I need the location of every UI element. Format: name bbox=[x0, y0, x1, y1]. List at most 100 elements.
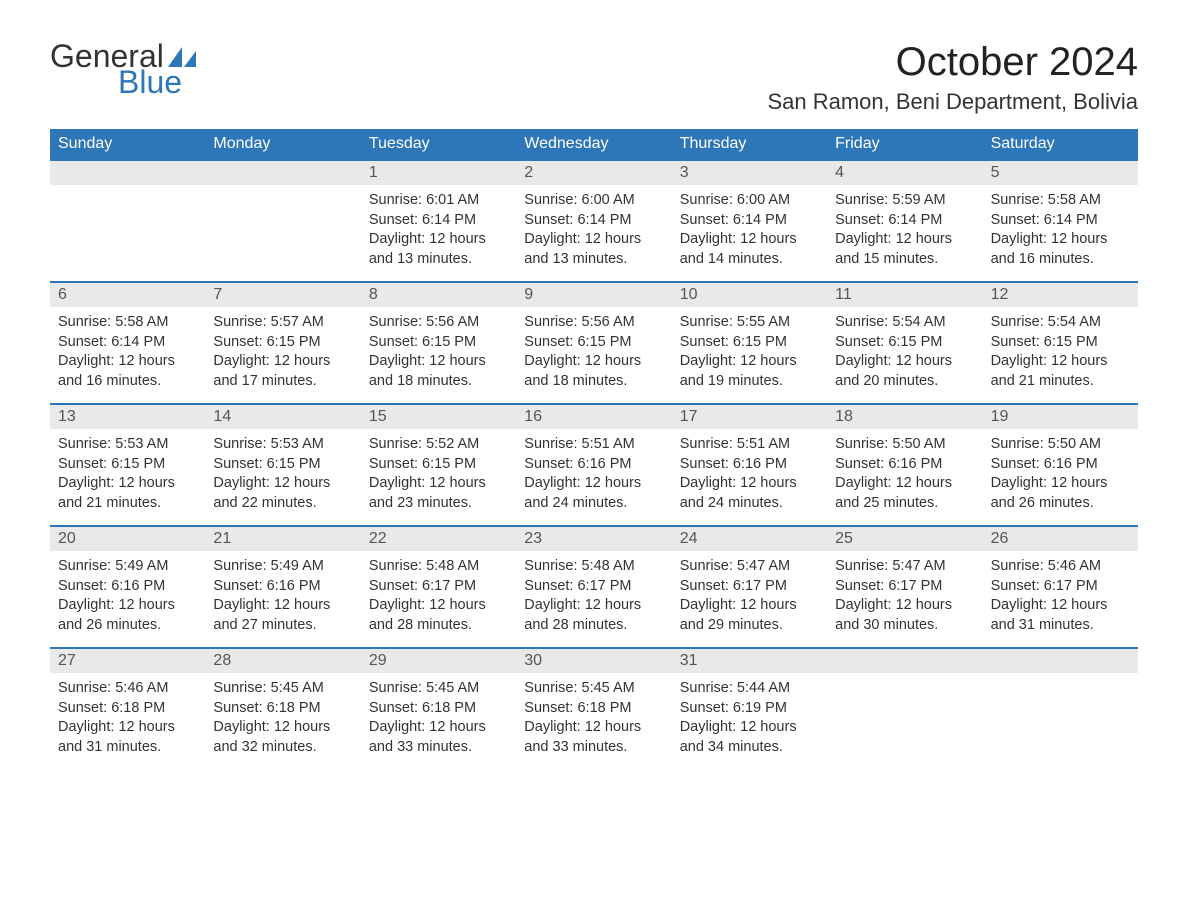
day-body: Sunrise: 5:50 AMSunset: 6:16 PMDaylight:… bbox=[983, 429, 1138, 523]
day-body: Sunrise: 5:49 AMSunset: 6:16 PMDaylight:… bbox=[205, 551, 360, 645]
calendar-week: 6Sunrise: 5:58 AMSunset: 6:14 PMDaylight… bbox=[50, 281, 1138, 403]
page-title: October 2024 bbox=[767, 40, 1138, 85]
sunrise-line: Sunrise: 5:44 AM bbox=[680, 679, 819, 699]
sunrise-line: Sunrise: 5:47 AM bbox=[680, 557, 819, 577]
sunset-line: Sunset: 6:16 PM bbox=[680, 455, 819, 475]
daylight-line: Daylight: 12 hours and 32 minutes. bbox=[213, 718, 352, 757]
sunrise-line: Sunrise: 5:53 AM bbox=[213, 435, 352, 455]
sunrise-line: Sunrise: 5:56 AM bbox=[369, 313, 508, 333]
day-cell: 20Sunrise: 5:49 AMSunset: 6:16 PMDayligh… bbox=[50, 527, 205, 647]
day-cell: 22Sunrise: 5:48 AMSunset: 6:17 PMDayligh… bbox=[361, 527, 516, 647]
daylight-line: Daylight: 12 hours and 28 minutes. bbox=[524, 596, 663, 635]
daylight-line: Daylight: 12 hours and 26 minutes. bbox=[58, 596, 197, 635]
sunrise-line: Sunrise: 5:58 AM bbox=[58, 313, 197, 333]
day-body: Sunrise: 5:54 AMSunset: 6:15 PMDaylight:… bbox=[983, 307, 1138, 401]
day-header: Thursday bbox=[672, 129, 827, 159]
day-number bbox=[50, 161, 205, 185]
day-body: Sunrise: 6:01 AMSunset: 6:14 PMDaylight:… bbox=[361, 185, 516, 279]
day-body: Sunrise: 6:00 AMSunset: 6:14 PMDaylight:… bbox=[516, 185, 671, 279]
daylight-line: Daylight: 12 hours and 28 minutes. bbox=[369, 596, 508, 635]
day-number: 30 bbox=[516, 649, 671, 673]
day-number: 14 bbox=[205, 405, 360, 429]
day-body: Sunrise: 5:58 AMSunset: 6:14 PMDaylight:… bbox=[50, 307, 205, 401]
daylight-line: Daylight: 12 hours and 13 minutes. bbox=[524, 230, 663, 269]
sunrise-line: Sunrise: 6:01 AM bbox=[369, 191, 508, 211]
daylight-line: Daylight: 12 hours and 13 minutes. bbox=[369, 230, 508, 269]
day-body: Sunrise: 5:56 AMSunset: 6:15 PMDaylight:… bbox=[361, 307, 516, 401]
sunrise-line: Sunrise: 5:57 AM bbox=[213, 313, 352, 333]
day-body: Sunrise: 5:45 AMSunset: 6:18 PMDaylight:… bbox=[361, 673, 516, 767]
day-body: Sunrise: 5:57 AMSunset: 6:15 PMDaylight:… bbox=[205, 307, 360, 401]
daylight-line: Daylight: 12 hours and 15 minutes. bbox=[835, 230, 974, 269]
daylight-line: Daylight: 12 hours and 18 minutes. bbox=[369, 352, 508, 391]
sunset-line: Sunset: 6:16 PM bbox=[213, 577, 352, 597]
sunrise-line: Sunrise: 5:48 AM bbox=[524, 557, 663, 577]
sunrise-line: Sunrise: 5:54 AM bbox=[991, 313, 1130, 333]
sunset-line: Sunset: 6:15 PM bbox=[213, 455, 352, 475]
sunrise-line: Sunrise: 5:45 AM bbox=[524, 679, 663, 699]
day-header: Wednesday bbox=[516, 129, 671, 159]
day-cell: 6Sunrise: 5:58 AMSunset: 6:14 PMDaylight… bbox=[50, 283, 205, 403]
day-number: 15 bbox=[361, 405, 516, 429]
sunset-line: Sunset: 6:18 PM bbox=[58, 699, 197, 719]
day-number: 12 bbox=[983, 283, 1138, 307]
day-cell: 27Sunrise: 5:46 AMSunset: 6:18 PMDayligh… bbox=[50, 649, 205, 769]
daylight-line: Daylight: 12 hours and 29 minutes. bbox=[680, 596, 819, 635]
day-cell: 19Sunrise: 5:50 AMSunset: 6:16 PMDayligh… bbox=[983, 405, 1138, 525]
sunrise-line: Sunrise: 5:46 AM bbox=[58, 679, 197, 699]
day-number bbox=[205, 161, 360, 185]
title-block: October 2024 San Ramon, Beni Department,… bbox=[767, 40, 1138, 115]
day-body: Sunrise: 5:59 AMSunset: 6:14 PMDaylight:… bbox=[827, 185, 982, 279]
day-cell: 30Sunrise: 5:45 AMSunset: 6:18 PMDayligh… bbox=[516, 649, 671, 769]
sunset-line: Sunset: 6:15 PM bbox=[524, 333, 663, 353]
day-number: 20 bbox=[50, 527, 205, 551]
logo-text-blue: Blue bbox=[118, 66, 196, 98]
day-number: 10 bbox=[672, 283, 827, 307]
sunset-line: Sunset: 6:14 PM bbox=[369, 211, 508, 231]
day-cell: 12Sunrise: 5:54 AMSunset: 6:15 PMDayligh… bbox=[983, 283, 1138, 403]
day-body: Sunrise: 5:51 AMSunset: 6:16 PMDaylight:… bbox=[672, 429, 827, 523]
sunrise-line: Sunrise: 6:00 AM bbox=[680, 191, 819, 211]
daylight-line: Daylight: 12 hours and 25 minutes. bbox=[835, 474, 974, 513]
day-number: 17 bbox=[672, 405, 827, 429]
day-cell: 16Sunrise: 5:51 AMSunset: 6:16 PMDayligh… bbox=[516, 405, 671, 525]
sunrise-line: Sunrise: 5:52 AM bbox=[369, 435, 508, 455]
day-cell bbox=[50, 161, 205, 281]
header: General Blue October 2024 San Ramon, Ben… bbox=[50, 40, 1138, 115]
daylight-line: Daylight: 12 hours and 18 minutes. bbox=[524, 352, 663, 391]
day-body: Sunrise: 5:47 AMSunset: 6:17 PMDaylight:… bbox=[827, 551, 982, 645]
calendar: SundayMondayTuesdayWednesdayThursdayFrid… bbox=[50, 129, 1138, 769]
calendar-week: 20Sunrise: 5:49 AMSunset: 6:16 PMDayligh… bbox=[50, 525, 1138, 647]
day-number: 25 bbox=[827, 527, 982, 551]
daylight-line: Daylight: 12 hours and 16 minutes. bbox=[58, 352, 197, 391]
calendar-week: 27Sunrise: 5:46 AMSunset: 6:18 PMDayligh… bbox=[50, 647, 1138, 769]
sunrise-line: Sunrise: 6:00 AM bbox=[524, 191, 663, 211]
daylight-line: Daylight: 12 hours and 31 minutes. bbox=[991, 596, 1130, 635]
sunset-line: Sunset: 6:14 PM bbox=[524, 211, 663, 231]
day-header: Sunday bbox=[50, 129, 205, 159]
day-body: Sunrise: 5:48 AMSunset: 6:17 PMDaylight:… bbox=[516, 551, 671, 645]
day-body: Sunrise: 5:53 AMSunset: 6:15 PMDaylight:… bbox=[205, 429, 360, 523]
logo: General Blue bbox=[50, 40, 196, 98]
day-number: 26 bbox=[983, 527, 1138, 551]
day-cell: 26Sunrise: 5:46 AMSunset: 6:17 PMDayligh… bbox=[983, 527, 1138, 647]
day-cell: 13Sunrise: 5:53 AMSunset: 6:15 PMDayligh… bbox=[50, 405, 205, 525]
day-header: Tuesday bbox=[361, 129, 516, 159]
day-number: 3 bbox=[672, 161, 827, 185]
day-number: 6 bbox=[50, 283, 205, 307]
day-cell: 4Sunrise: 5:59 AMSunset: 6:14 PMDaylight… bbox=[827, 161, 982, 281]
sunset-line: Sunset: 6:16 PM bbox=[991, 455, 1130, 475]
sunset-line: Sunset: 6:17 PM bbox=[991, 577, 1130, 597]
day-number bbox=[827, 649, 982, 673]
daylight-line: Daylight: 12 hours and 33 minutes. bbox=[369, 718, 508, 757]
sunrise-line: Sunrise: 5:55 AM bbox=[680, 313, 819, 333]
day-number: 23 bbox=[516, 527, 671, 551]
day-cell: 21Sunrise: 5:49 AMSunset: 6:16 PMDayligh… bbox=[205, 527, 360, 647]
day-body: Sunrise: 5:45 AMSunset: 6:18 PMDaylight:… bbox=[516, 673, 671, 767]
day-cell bbox=[205, 161, 360, 281]
day-cell: 25Sunrise: 5:47 AMSunset: 6:17 PMDayligh… bbox=[827, 527, 982, 647]
day-header: Monday bbox=[205, 129, 360, 159]
day-number: 19 bbox=[983, 405, 1138, 429]
daylight-line: Daylight: 12 hours and 21 minutes. bbox=[58, 474, 197, 513]
day-number bbox=[983, 649, 1138, 673]
